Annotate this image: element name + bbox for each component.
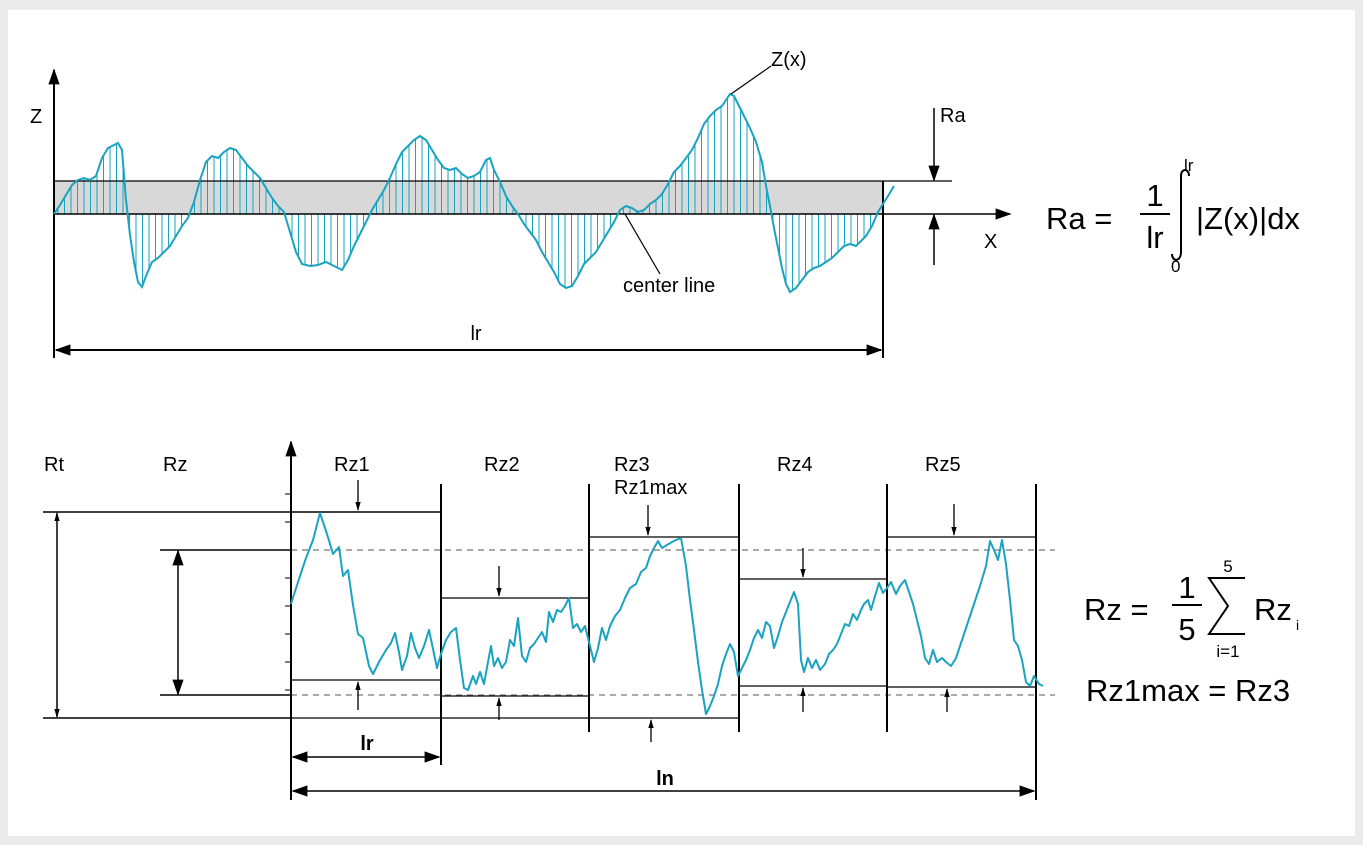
- ra-integrand: |Z(x)|dx: [1196, 201, 1300, 236]
- diagram-panel: [8, 10, 1355, 836]
- ra-band: [54, 181, 883, 214]
- rz-sum-lower: i=1: [1216, 642, 1239, 661]
- segment-label-rz3: Rz3: [614, 454, 650, 476]
- x-axis-label: X: [984, 231, 997, 253]
- axis-ticks: [285, 493, 291, 719]
- rz-formula-denominator: 5: [1178, 612, 1195, 647]
- evaluation-length-label: ln: [656, 768, 674, 790]
- ra-lower-limit: 0: [1171, 257, 1180, 276]
- curve-label: Z(x): [771, 49, 807, 71]
- center-line-leader: [624, 213, 661, 275]
- ra-formula: Ra = 1 lr lr 0 |Z(x)|dx: [1046, 156, 1300, 276]
- ra-diagram: lr Z X Z(x) center line Ra: [30, 49, 1012, 358]
- rz-formula-numerator: 1: [1178, 570, 1195, 605]
- segment-label-rz2: Rz2: [484, 454, 520, 476]
- center-line-label: center line: [623, 275, 715, 297]
- segment-label-rz5: Rz5: [925, 454, 961, 476]
- segment-label-rz1: Rz1: [334, 454, 370, 476]
- rz-label: Rz: [163, 454, 187, 476]
- ra-formula-numerator: 1: [1146, 178, 1163, 213]
- sample-length-label: lr: [360, 733, 374, 755]
- sigma-sign: [1207, 577, 1245, 635]
- integral-sign: [1171, 169, 1190, 261]
- z-axis-label: Z: [30, 106, 42, 128]
- rz-profile-curve: [290, 512, 1044, 715]
- rt-label: Rt: [44, 454, 64, 476]
- lr-label: lr: [470, 323, 481, 345]
- rz1max-note: Rz1max: [614, 477, 687, 499]
- profile-hatching: [57, 96, 871, 291]
- rz-diagram: Rt Rz Rz1 Rz2 Rz3 Rz1max: [43, 440, 1055, 800]
- ra-formula-lhs: Ra =: [1046, 201, 1112, 236]
- rz-sum-term: Rz: [1254, 592, 1292, 627]
- ra-upper-limit: lr: [1184, 156, 1194, 175]
- ra-formula-denominator: lr: [1146, 220, 1163, 255]
- rz-sum-upper: 5: [1223, 557, 1232, 576]
- segment-label-rz4: Rz4: [777, 454, 813, 476]
- rz-formula-lhs: Rz =: [1084, 592, 1149, 627]
- curve-leader-line: [730, 65, 772, 95]
- rz-sum-subscript: i: [1296, 617, 1299, 633]
- ra-label: Ra: [940, 105, 966, 127]
- rz-formula: Rz = 1 5 5 i=1 Rz i Rz1max = Rz3: [1084, 557, 1299, 708]
- rz1max-equality: Rz1max = Rz3: [1086, 673, 1290, 708]
- profile-curve: [53, 92, 895, 294]
